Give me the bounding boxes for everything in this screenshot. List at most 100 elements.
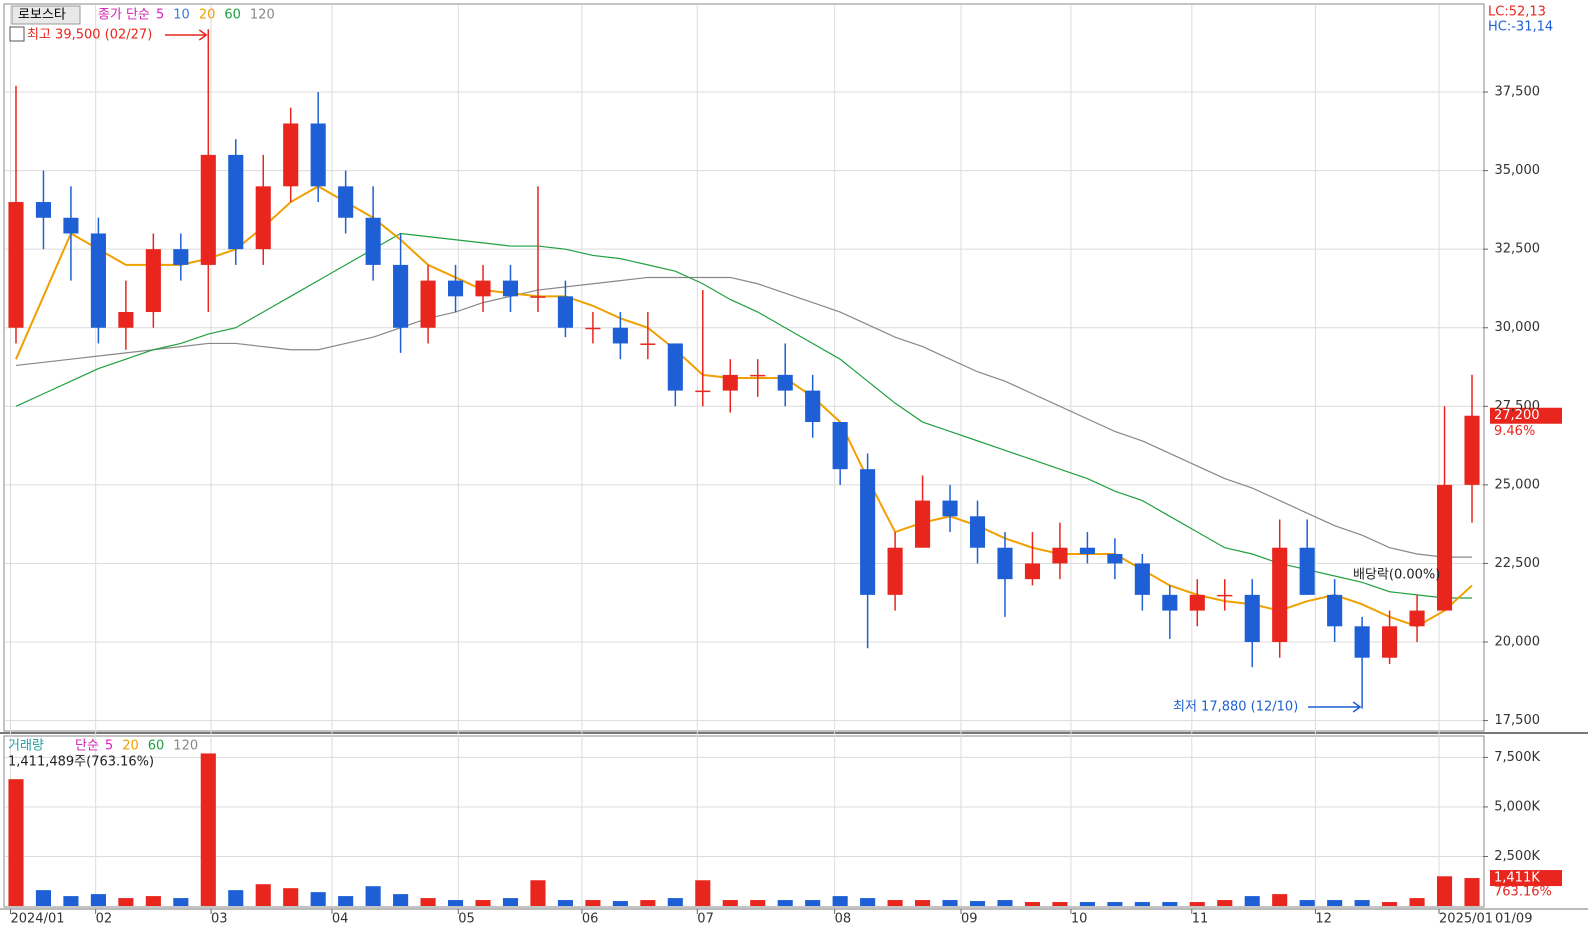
volume-bar xyxy=(1052,902,1068,906)
candle-body xyxy=(1134,563,1150,595)
candle-body xyxy=(585,327,601,330)
volume-bar xyxy=(475,900,491,906)
candle-body xyxy=(777,374,793,391)
volume-bar xyxy=(722,900,738,906)
candle-body xyxy=(1436,484,1453,611)
volume-bar xyxy=(1244,896,1260,906)
moving-average xyxy=(15,276,1473,558)
candle-body xyxy=(228,154,244,250)
y-tick-label: 32,500 xyxy=(1495,242,1541,257)
volume-bar xyxy=(1436,876,1453,906)
y-tick-label: 17,500 xyxy=(1495,713,1541,728)
x-tick-label: 02 xyxy=(96,912,113,927)
volume-bar xyxy=(942,900,958,906)
candle-body xyxy=(557,296,573,328)
volume-bar xyxy=(750,900,766,906)
volume-bar xyxy=(667,898,683,906)
candle-body xyxy=(35,202,52,218)
candle-body xyxy=(8,202,24,328)
dividend-note: 배당락(0.00%) xyxy=(1353,568,1440,583)
volume-bar xyxy=(1134,902,1150,906)
candle-body xyxy=(530,296,546,298)
volume-bar xyxy=(283,888,299,906)
volume-bar xyxy=(1409,898,1425,906)
volume-bar xyxy=(887,900,903,906)
volume-bar xyxy=(969,901,986,906)
candle-body xyxy=(915,500,931,548)
volume-bar xyxy=(612,901,628,906)
x-tick-label: 03 xyxy=(211,912,228,927)
high-arrow xyxy=(165,29,208,41)
labels: 로보스타 종가 단순 최고 39,500 (02/27) LC:52,13 HC… xyxy=(8,5,1553,927)
volume-bar xyxy=(1382,902,1398,906)
candle-body xyxy=(1382,626,1398,658)
x-tick-label: 2025/01 xyxy=(1439,912,1493,927)
y-tick-label: 27,500 xyxy=(1495,399,1541,414)
candle-body xyxy=(1354,626,1370,658)
volume-bar xyxy=(1217,900,1233,906)
x-tick-label: 11 xyxy=(1192,912,1209,927)
x-tick-label: 09 xyxy=(961,912,978,927)
volume-bar xyxy=(502,898,519,906)
candle-body xyxy=(805,390,821,423)
volume-bar xyxy=(173,898,189,906)
volume-bar xyxy=(1107,902,1123,906)
candle-body xyxy=(1107,554,1123,564)
volume-panel xyxy=(3,735,1485,908)
volume-bar xyxy=(1024,902,1041,906)
candle-body xyxy=(1052,547,1068,564)
volume-bar xyxy=(1299,900,1315,906)
candle-body xyxy=(502,280,519,297)
stock-button[interactable] xyxy=(11,5,81,25)
candle-body xyxy=(365,217,381,265)
volume-bar xyxy=(447,900,464,906)
candle-body xyxy=(695,390,711,393)
moving-average xyxy=(15,232,1473,599)
candle-body xyxy=(667,343,683,391)
candle-body xyxy=(1079,547,1095,555)
price-legend-label: 종가 단순 xyxy=(98,8,150,23)
volume-bar xyxy=(420,898,436,906)
volume-bar xyxy=(255,884,271,906)
candle-body xyxy=(63,217,79,234)
candle-body xyxy=(722,374,738,391)
volume-bar xyxy=(35,890,52,906)
volume-bar xyxy=(777,900,793,906)
candle-body xyxy=(969,516,986,548)
legend-period: 20 xyxy=(199,8,216,23)
volume-bar xyxy=(63,896,79,906)
volume-bar xyxy=(1464,878,1480,906)
last-price-label: 27,200 xyxy=(1494,408,1540,423)
y-tick-label: 20,000 xyxy=(1495,635,1541,650)
y-tick-label: 22,500 xyxy=(1495,556,1541,571)
volume-bar xyxy=(1162,902,1178,906)
price-panel xyxy=(3,3,1485,732)
candle-body xyxy=(1217,594,1233,597)
candle-body xyxy=(310,123,326,187)
candle-body xyxy=(283,123,299,187)
x-tick-label: 12 xyxy=(1315,912,1332,927)
volume-bar xyxy=(640,900,656,906)
high-note: 최고 39,500 (02/27) xyxy=(27,28,152,43)
y-tick-label: 5,000K xyxy=(1494,799,1540,814)
volume-bar xyxy=(1079,902,1095,906)
volume-bar xyxy=(1354,900,1370,906)
legend-period: 120 xyxy=(250,8,275,23)
candle-body xyxy=(118,312,134,328)
candle-body xyxy=(612,327,628,344)
candle-body xyxy=(1189,594,1205,611)
volume-bar xyxy=(90,894,106,906)
y-tick-label: 2,500K xyxy=(1494,849,1540,864)
volume-bar xyxy=(915,900,931,906)
last-volume-label: 1,411K xyxy=(1494,871,1540,886)
volume-bar xyxy=(695,880,711,906)
volume-bar xyxy=(310,892,326,906)
last-date: 01/09 xyxy=(1495,912,1532,927)
stock-name[interactable]: 로보스타 xyxy=(18,8,66,23)
candle-body xyxy=(90,233,106,328)
volume-note: 1,411,489주(763.16%) xyxy=(8,755,154,770)
volume-legend-label: 단순 xyxy=(75,739,99,754)
candle-body xyxy=(200,154,216,265)
